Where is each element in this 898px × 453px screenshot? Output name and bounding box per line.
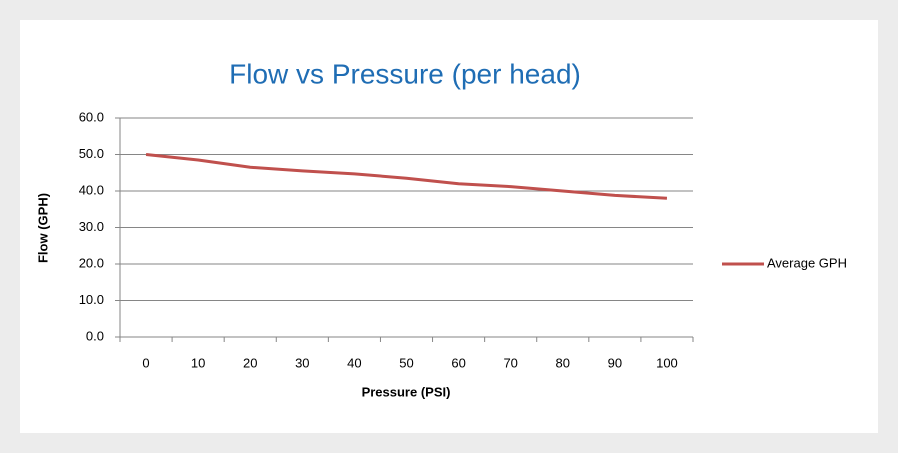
- y-tick-label: 40.0: [79, 182, 104, 197]
- y-tick-label: 30.0: [79, 219, 104, 234]
- y-tick-label: 50.0: [79, 146, 104, 161]
- x-tick-label: 60: [451, 355, 465, 370]
- line-series: [145, 153, 668, 200]
- y-tick-label: 10.0: [79, 292, 104, 307]
- x-tick-label: 20: [243, 355, 257, 370]
- x-tick-label: 90: [608, 355, 622, 370]
- x-tick-label: 0: [142, 355, 149, 370]
- y-tick-label: 0.0: [86, 328, 104, 343]
- y-tick-label: 60.0: [79, 109, 104, 124]
- x-tick-label: 30: [295, 355, 309, 370]
- x-tick-label: 50: [399, 355, 413, 370]
- chart-title: Flow vs Pressure (per head): [229, 58, 581, 89]
- y-tick-label: 20.0: [79, 255, 104, 270]
- x-tick-label: 100: [656, 355, 678, 370]
- x-axis-title: Pressure (PSI): [362, 384, 451, 399]
- x-tick-label: 40: [347, 355, 361, 370]
- y-axis-title: Flow (GPH): [35, 193, 50, 263]
- x-tick-label: 80: [556, 355, 570, 370]
- x-tick-label: 10: [191, 355, 205, 370]
- legend-label: Average GPH: [767, 255, 847, 270]
- x-tick-label: 70: [503, 355, 517, 370]
- chart-area: [20, 20, 878, 433]
